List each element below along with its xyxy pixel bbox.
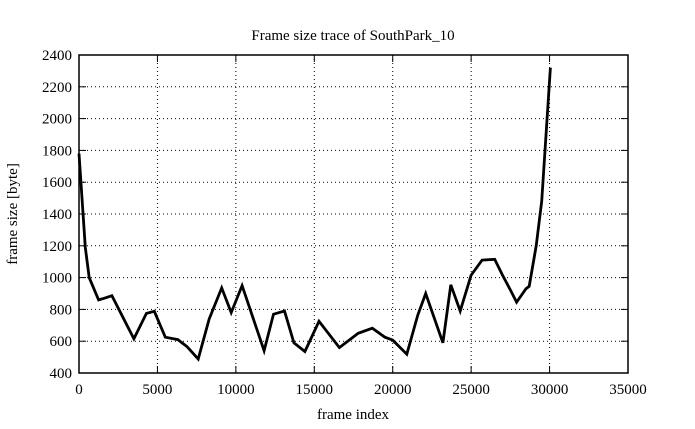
y-tick-label: 1800 [42, 143, 72, 159]
y-tick-label: 2000 [42, 112, 72, 128]
x-tick-label: 15000 [296, 382, 334, 398]
y-tick-labels: 400 600 800 1000 1200 1400 1600 1800 2000 2200 240… [42, 48, 72, 382]
y-tick-label: 1600 [42, 175, 72, 191]
x-tick-label: 10000 [217, 382, 255, 398]
y-tick-label: 600 [50, 334, 73, 350]
x-tick-label: 25000 [452, 382, 490, 398]
x-tick-label: 5000 [142, 382, 172, 398]
y-tick-label: 1200 [42, 239, 72, 255]
x-tick-label: 30000 [531, 382, 569, 398]
y-axis-label: frame size [byte] [5, 163, 21, 265]
gridlines [79, 55, 628, 373]
x-axis-label: frame index [317, 407, 390, 423]
y-tick-label: 800 [50, 302, 73, 318]
plot-border [78, 54, 629, 374]
x-tick-label: 35000 [609, 382, 647, 398]
data-line [77, 67, 552, 362]
chart-layers: 0 5000 10000 15000 20000 25000 30000 35000 400 60… [42, 48, 647, 398]
y-tick-label: 2200 [42, 80, 72, 96]
y-tick-label: 2400 [42, 48, 72, 64]
y-tick-label: 1000 [42, 271, 72, 287]
x-tick-label: 0 [75, 382, 83, 398]
y-tick-label: 400 [50, 366, 73, 382]
y-tick-label: 1400 [42, 207, 72, 223]
x-tick-label: 20000 [374, 382, 412, 398]
x-tick-labels: 0 5000 10000 15000 20000 25000 30000 35000 [75, 382, 647, 398]
chart-title: Frame size trace of SouthPark_10 [251, 28, 454, 44]
